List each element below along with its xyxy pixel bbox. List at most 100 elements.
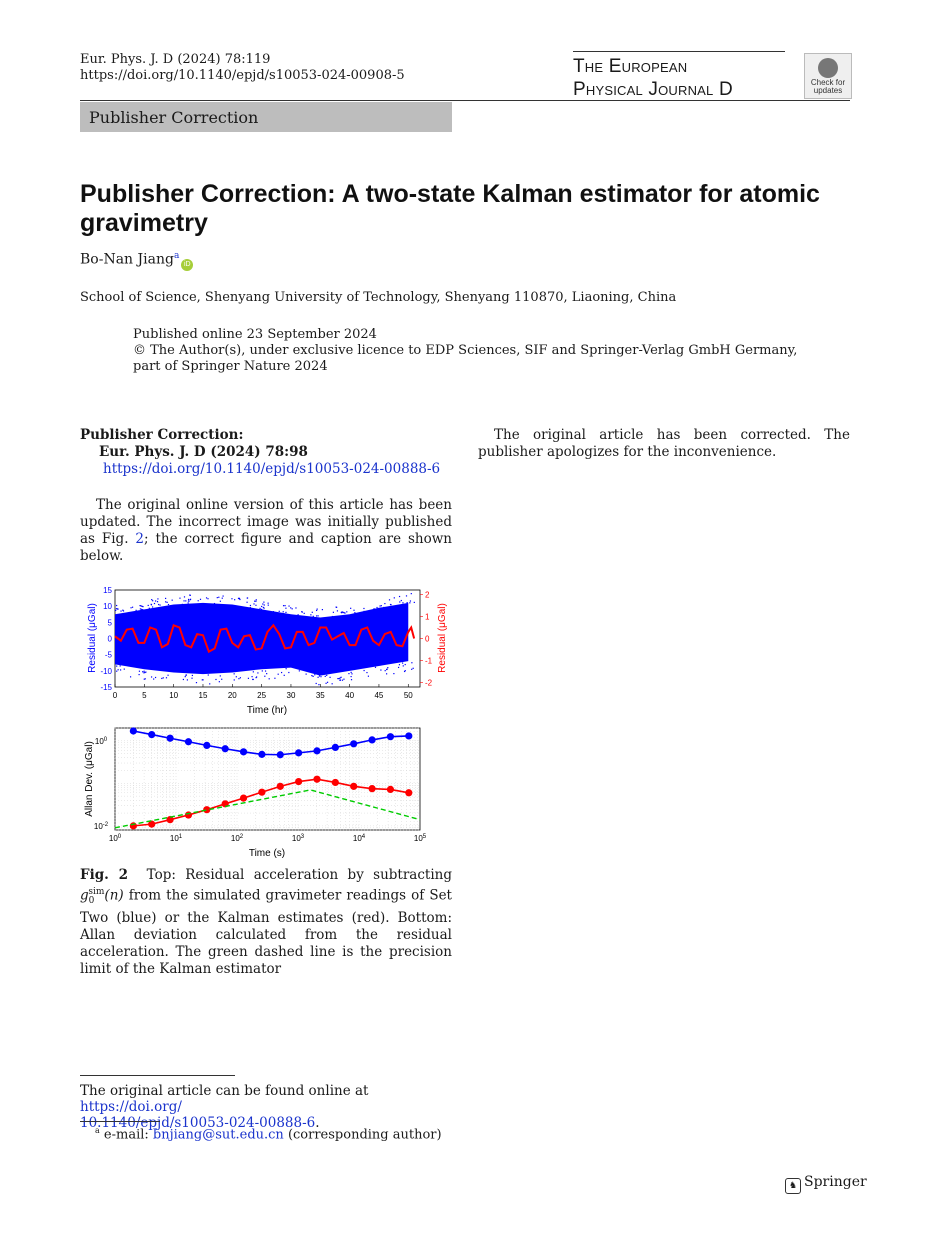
- blue-scatter-point: [260, 608, 263, 611]
- email-link[interactable]: bnjiang@sut.edu.cn: [152, 1127, 284, 1143]
- allan-point: [239, 794, 248, 802]
- allan-series-line: [133, 730, 409, 756]
- blue-scatter-point: [202, 679, 204, 681]
- blue-scatter-point: [167, 603, 170, 606]
- blue-scatter-point: [339, 679, 342, 681]
- caption-text-a: Top: Residual acceleration by subtractin…: [146, 867, 452, 883]
- allan-point: [258, 750, 266, 758]
- correction-link[interactable]: https://doi.org/10.1140/epjd/s10053-024-…: [103, 461, 441, 477]
- blue-scatter-point: [215, 678, 217, 681]
- blue-scatter-point: [218, 596, 220, 598]
- blue-scatter-point: [406, 602, 408, 604]
- allan-point: [368, 785, 376, 793]
- blue-scatter-point: [119, 665, 121, 667]
- figure-link[interactable]: 2: [135, 531, 144, 547]
- blue-scatter-point: [191, 677, 193, 679]
- blue-scatter-point: [129, 676, 132, 678]
- blue-scatter-point: [153, 678, 155, 680]
- top-x-tick-label: 35: [316, 691, 325, 700]
- blue-scatter-point: [182, 678, 185, 681]
- orig-period: .: [315, 1115, 320, 1131]
- article-doi[interactable]: https://doi.org/10.1140/epjd/s10053-024-…: [80, 68, 405, 83]
- blue-scatter-point: [131, 606, 134, 608]
- original-link-part-1[interactable]: https://doi.org/: [80, 1099, 182, 1115]
- blue-scatter-point: [343, 612, 345, 614]
- blue-scatter-point: [402, 665, 404, 667]
- blue-scatter-point: [154, 676, 157, 679]
- blue-scatter-point: [116, 604, 118, 607]
- blue-scatter-point: [344, 612, 346, 614]
- blue-scatter-point: [315, 682, 317, 685]
- blue-scatter-point: [143, 678, 145, 680]
- blue-scatter-point: [145, 671, 147, 673]
- allan-point: [368, 736, 376, 744]
- blue-scatter-point: [350, 679, 353, 681]
- check-for-updates-badge[interactable]: Check for updates: [804, 53, 852, 99]
- blue-scatter-point: [291, 608, 293, 610]
- caption-label: Fig. 2: [80, 867, 128, 883]
- correction-ref: Eur. Phys. J. D (2024) 78:98: [99, 444, 308, 460]
- article-type: Publisher Correction: [89, 108, 259, 127]
- publisher-logo: ♞ Springer: [785, 1174, 867, 1194]
- crossmark-line-1: Check for: [810, 78, 846, 87]
- blue-scatter-point: [350, 675, 352, 678]
- blue-scatter-point: [162, 677, 164, 679]
- journal-line-2: Physical Journal D: [573, 79, 733, 100]
- top-x-tick-label: 15: [199, 691, 208, 700]
- top-x-tick-label: 30: [287, 691, 296, 700]
- blue-scatter-point: [332, 611, 334, 613]
- blue-scatter-point: [235, 676, 237, 678]
- bottom-x-label: Time (s): [249, 848, 285, 859]
- blue-scatter-point: [374, 666, 377, 668]
- blue-scatter-point: [350, 671, 352, 673]
- blue-scatter-point: [403, 670, 406, 673]
- author-affil-mark[interactable]: a: [173, 251, 180, 261]
- blue-scatter-point: [383, 606, 385, 609]
- blue-scatter-point: [150, 676, 153, 678]
- blue-scatter-point: [336, 610, 339, 612]
- blue-scatter-point: [411, 668, 413, 670]
- blue-scatter-point: [188, 600, 190, 602]
- original-link-part-2[interactable]: 10.1140/epjd/s10053-024-00888-6: [80, 1115, 316, 1131]
- bottom-x-tick-label: 105: [414, 834, 427, 843]
- blue-scatter-point: [312, 675, 314, 677]
- top-y-right-tick-label: 2: [425, 590, 430, 599]
- blue-scatter-point: [337, 677, 339, 680]
- blue-scatter-point: [288, 605, 290, 607]
- blue-scatter-point: [122, 610, 125, 612]
- blue-scatter-point: [165, 597, 167, 600]
- allan-point: [350, 740, 358, 748]
- blue-scatter-point: [171, 599, 173, 601]
- blue-scatter-point: [249, 606, 251, 609]
- blue-scatter-point: [195, 682, 198, 684]
- blue-scatter-point: [155, 600, 157, 602]
- top-y-left-tick-label: 0: [108, 635, 113, 644]
- blue-scatter-point: [393, 597, 395, 599]
- blue-scatter-point: [340, 676, 342, 678]
- orig-text: The original article can be found online…: [80, 1083, 369, 1099]
- top-y-right-tick-label: 1: [425, 612, 430, 621]
- blue-scatter-point: [343, 678, 345, 680]
- allan-point: [129, 822, 137, 830]
- header-rule: [80, 100, 850, 101]
- blue-scatter-point: [277, 673, 279, 675]
- blue-scatter-point: [218, 681, 220, 683]
- orcid-icon[interactable]: iD: [181, 258, 194, 271]
- blue-scatter-point: [140, 608, 142, 610]
- email-label: e-mail:: [99, 1127, 153, 1143]
- publication-info: Published online 23 September 2024 © The…: [133, 327, 813, 375]
- blue-scatter-point: [398, 595, 401, 598]
- allan-point: [184, 738, 193, 746]
- caption-text-b: from the simulated gravimeter readings o…: [80, 887, 452, 978]
- allan-point: [239, 748, 248, 756]
- top-x-tick-label: 50: [404, 691, 413, 700]
- bottom-x-tick-label: 100: [109, 834, 122, 843]
- blue-scatter-point: [216, 597, 218, 599]
- blue-scatter-point: [325, 682, 327, 684]
- blue-scatter-point: [397, 666, 400, 669]
- blue-scatter-point: [373, 608, 375, 610]
- blue-scatter-point: [139, 608, 141, 610]
- author-name: Bo-Nan Jiang: [80, 251, 174, 268]
- running-header: Eur. Phys. J. D (2024) 78:119 https://do…: [80, 52, 405, 84]
- blue-scatter-point: [285, 611, 287, 614]
